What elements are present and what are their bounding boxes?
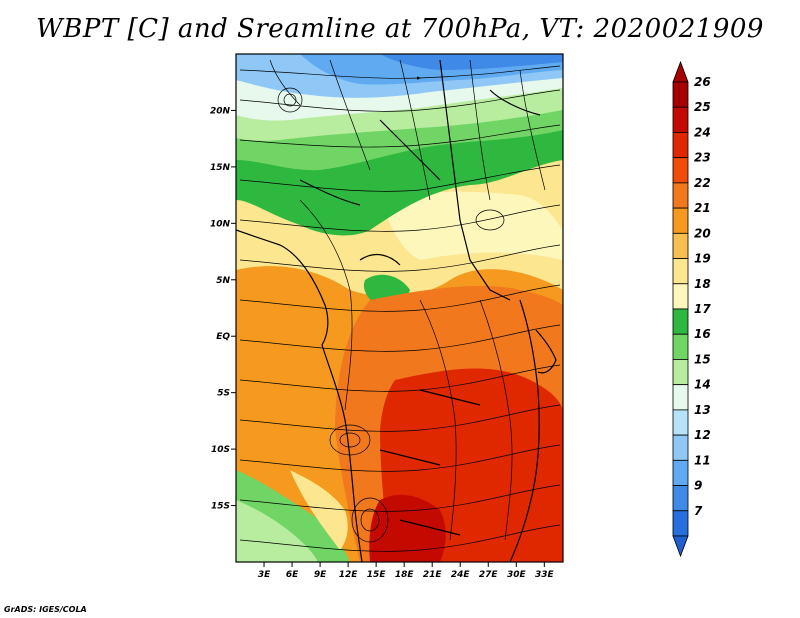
lat-tick-label: 15S <box>211 502 230 512</box>
colorbar-swatch <box>672 157 689 184</box>
colorbar-label: 15 <box>694 352 711 366</box>
lon-tick-label: 21E <box>423 570 443 580</box>
lon-tick-label: 30E <box>507 570 527 580</box>
lon-tick-label: 24E <box>451 570 471 580</box>
lon-tick-label: 3E <box>258 570 271 580</box>
lat-tick-label: 15N <box>210 163 231 173</box>
colorbar-swatch <box>672 308 689 335</box>
colorbar-label: 12 <box>694 428 711 442</box>
colorbar-label: 20 <box>694 226 711 240</box>
lon-tick-label: 15E <box>367 570 387 580</box>
lat-tick-label: 10S <box>211 445 230 455</box>
colorbar-label: 18 <box>694 277 711 291</box>
colorbar-label: 22 <box>694 176 711 190</box>
lat-tick-label: 10N <box>210 219 231 229</box>
colorbar-swatch <box>672 106 689 133</box>
colorbar-swatch <box>672 510 689 537</box>
colorbar-label: 16 <box>694 327 711 341</box>
colorbar-swatch <box>672 359 689 386</box>
streamlines <box>239 59 561 552</box>
wbpt-field <box>236 54 563 562</box>
longitude-ticks: 3E 6E 9E 12E 15E 18E 21E 24E 27E 30E 33E <box>258 562 555 580</box>
lat-tick-label: EQ <box>216 332 230 342</box>
lon-tick-label: 33E <box>535 570 555 580</box>
lat-tick-label: 5N <box>216 276 230 286</box>
colorbar-label: 21 <box>694 201 711 215</box>
colorbar-label: 17 <box>694 302 711 316</box>
colorbar-swatch <box>672 132 689 159</box>
lat-tick-label: 20N <box>210 106 231 116</box>
lon-tick-label: 27E <box>479 570 499 580</box>
lon-tick-label: 6E <box>286 570 299 580</box>
colorbar-swatch <box>672 182 689 209</box>
colorbar-swatch <box>672 81 689 108</box>
colorbar: 26 25 24 23 22 21 20 19 18 17 16 15 14 13 12 11 9 7 <box>672 60 711 558</box>
colorbar-label: 11 <box>694 453 711 467</box>
lon-tick-label: 18E <box>395 570 415 580</box>
lat-tick-label: 5S <box>217 389 230 399</box>
colorbar-label: 14 <box>694 378 711 392</box>
colorbar-label: 13 <box>694 403 711 417</box>
latitude-ticks: 20N 15N 10N 5N EQ 5S 10S 15S <box>210 106 236 512</box>
colorbar-label: 24 <box>694 125 711 139</box>
colorbar-swatch <box>672 207 689 234</box>
map-title: WBPT [C] and Sreamline at 700hPa, VT: 20… <box>36 14 764 44</box>
colorbar-swatch <box>672 434 689 461</box>
colorbar-label: 23 <box>694 151 711 165</box>
coastlines <box>236 59 557 562</box>
colorbar-swatch <box>672 459 689 486</box>
colorbar-swatch <box>672 258 689 285</box>
colorbar-label: 7 <box>694 504 703 518</box>
colorbar-label: 19 <box>694 252 711 266</box>
colorbar-label: 25 <box>694 100 711 114</box>
colorbar-swatch <box>672 333 689 360</box>
colorbar-swatch <box>672 283 689 310</box>
lon-tick-label: 12E <box>339 570 359 580</box>
colorbar-swatch <box>672 485 689 512</box>
colorbar-label: 9 <box>694 479 702 493</box>
plot-frame <box>235 53 564 563</box>
lon-tick-label: 9E <box>314 570 327 580</box>
colorbar-top-arrow <box>672 60 689 83</box>
colorbar-bottom-arrow <box>672 535 689 558</box>
colorbar-label: 26 <box>694 75 711 89</box>
colorbar-swatch <box>672 232 689 259</box>
colorbar-swatch <box>672 384 689 411</box>
colorbar-swatch <box>672 409 689 436</box>
grads-credit: GrADS: IGES/COLA <box>4 605 87 614</box>
